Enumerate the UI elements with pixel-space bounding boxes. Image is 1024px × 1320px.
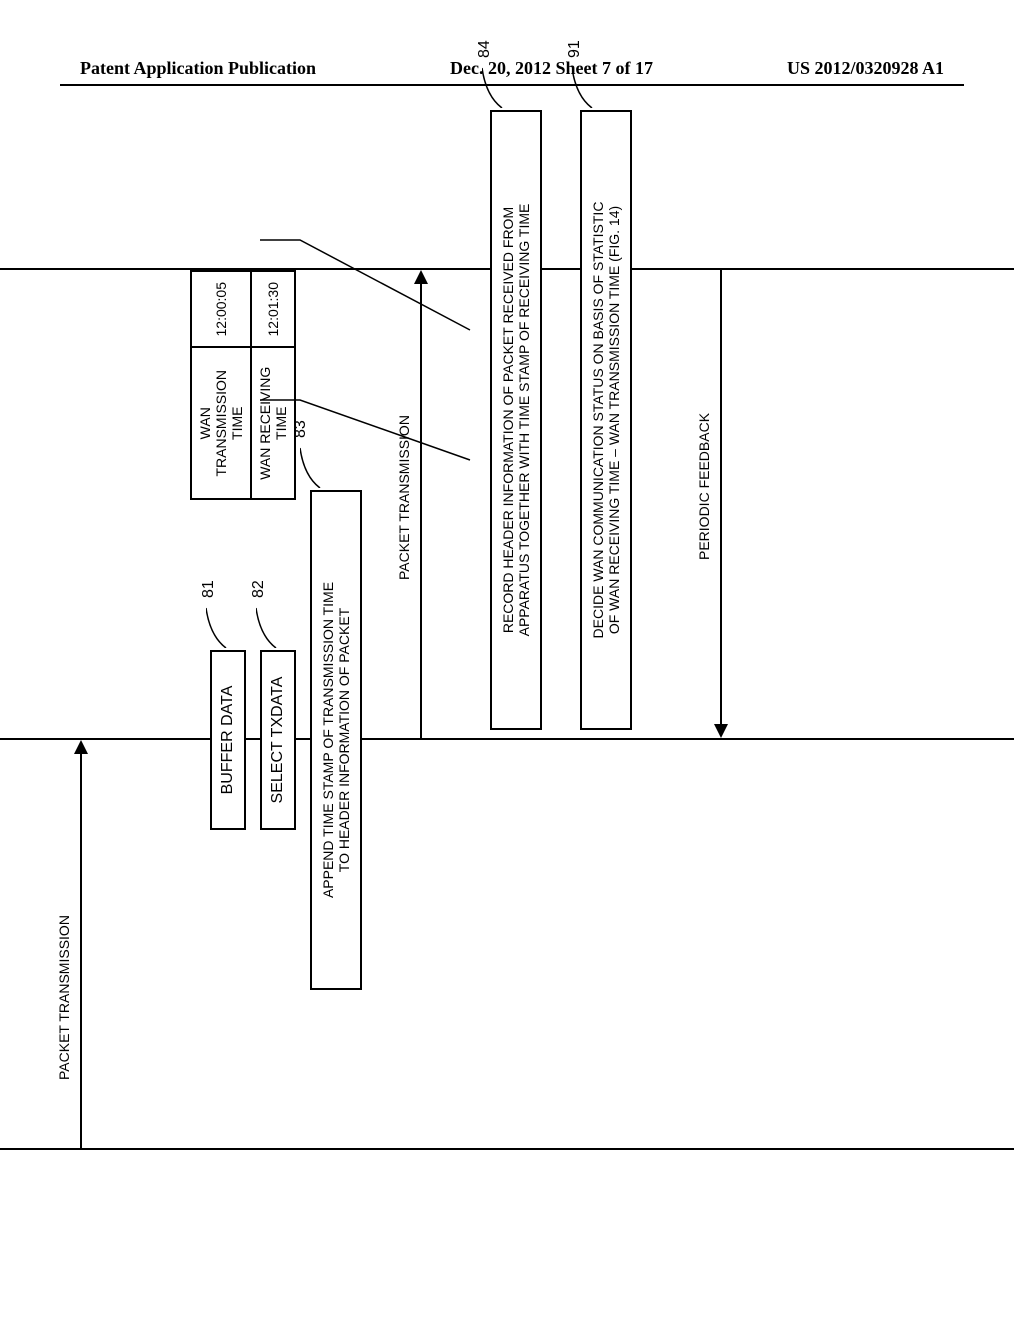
step-82-num: 82 [250, 580, 268, 598]
arrow2-line [420, 284, 422, 738]
table-row: WAN TRANSMISSION TIME 12:00:05 [191, 271, 251, 499]
step-84-box: RECORD HEADER INFORMATION OF PACKET RECE… [490, 110, 542, 730]
page-header: Patent Application Publication Dec. 20, … [0, 58, 1024, 79]
step-84-num: 84 [476, 40, 494, 58]
step81-curve [206, 598, 234, 648]
lifeline-terminal [0, 1148, 1014, 1150]
lifeline-interconn [0, 738, 1014, 740]
step-84-label: RECORD HEADER INFORMATION OF PACKET RECE… [500, 204, 532, 637]
step-83-label: APPEND TIME STAMP OF TRANSMISSION TIME T… [320, 582, 352, 898]
step-81-box: BUFFER DATA [210, 650, 246, 830]
step82-curve [256, 598, 284, 648]
step-81-label: BUFFER DATA [219, 686, 237, 795]
step-83-box: APPEND TIME STAMP OF TRANSMISSION TIME T… [310, 490, 362, 990]
arrow3-label: PERIODIC FEEDBACK [696, 413, 712, 560]
step-82-label: SELECT TXDATA [269, 677, 287, 804]
table-connector [260, 150, 490, 470]
arrow1-head [74, 740, 88, 754]
step-91-label: DECIDE WAN COMMUNICATION STATUS ON BASIS… [590, 202, 622, 639]
step-82-box: SELECT TXDATA [260, 650, 296, 830]
step-91-num: 91 [566, 40, 584, 58]
arrow2-label: PACKET TRANSMISSION [396, 415, 412, 580]
header-right: US 2012/0320928 A1 [787, 58, 944, 79]
step91-curve [572, 58, 600, 108]
arrow3-line [720, 270, 722, 724]
step84-curve [482, 58, 510, 108]
header-center: Dec. 20, 2012 Sheet 7 of 17 [450, 58, 653, 79]
step-81-num: 81 [200, 580, 218, 598]
arrow1-label: PACKET TRANSMISSION [56, 915, 72, 1080]
diagram-canvas: FIG. 9 TERMINAL NODE 12 NETWORK INTERCON… [0, 270, 1024, 1110]
arrow1-line [80, 754, 82, 1148]
wan-tx-label: WAN TRANSMISSION TIME [191, 348, 251, 500]
arrow2-head [414, 270, 428, 284]
header-rule [60, 84, 964, 86]
wan-tx-val: 12:00:05 [191, 271, 251, 348]
arrow3-head [714, 724, 728, 738]
step-91-box: DECIDE WAN COMMUNICATION STATUS ON BASIS… [580, 110, 632, 730]
header-left: Patent Application Publication [80, 58, 316, 79]
